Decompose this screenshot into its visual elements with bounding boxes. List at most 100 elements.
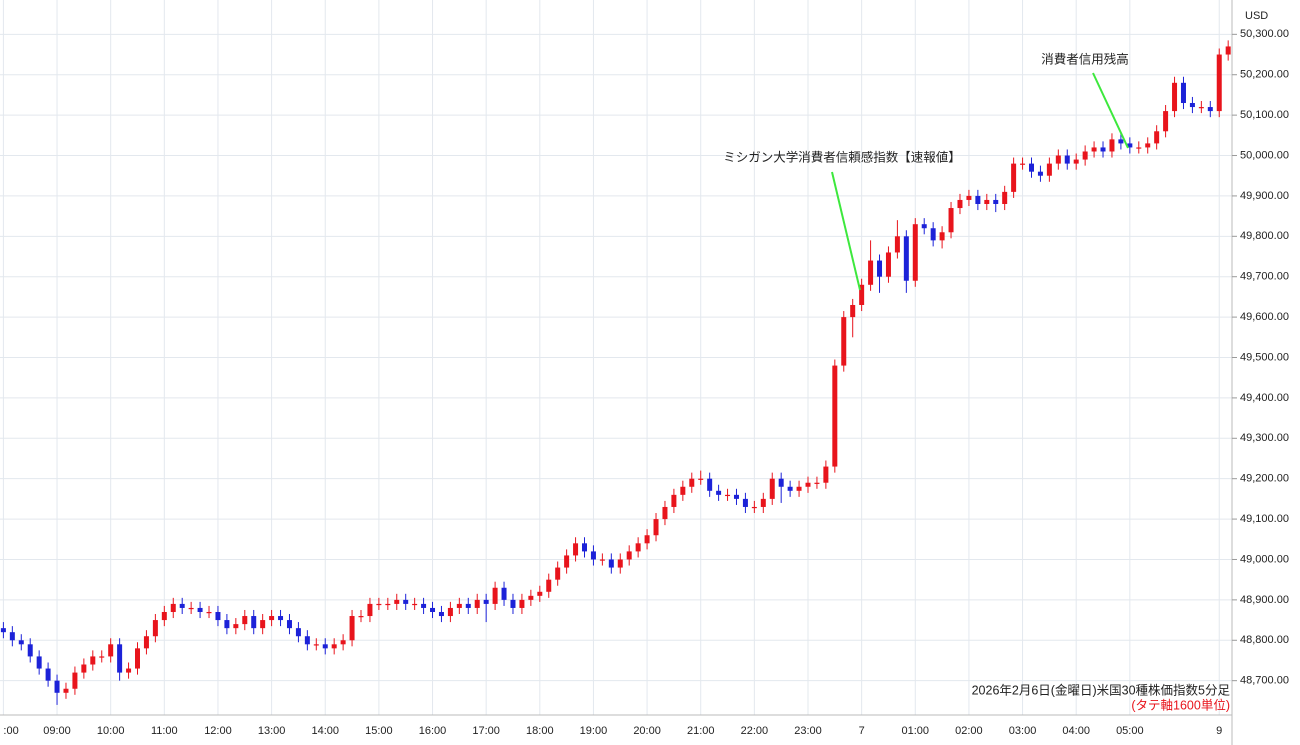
candle-body [18,640,24,645]
candle-body [233,624,239,629]
y-tick-label: 49,200.00 [1240,473,1289,485]
candle-body [1180,82,1186,104]
annotation-pointer [831,171,861,291]
candle-body [1172,82,1178,112]
x-tick-label: 15:00 [365,725,393,737]
candle-body [170,603,176,612]
candle-body [430,607,436,612]
candle-body [1109,139,1115,152]
candle-body [644,535,650,544]
x-tick-label: 7 [859,725,865,737]
candle-body [921,224,927,229]
candle-body [653,519,659,536]
y-tick-label: 50,100.00 [1240,109,1289,121]
candle-body [1154,131,1160,144]
candle-body [510,599,516,608]
candle-body [224,620,230,629]
candle-body [1225,46,1231,55]
candle-body [403,599,409,604]
candle-body [1020,163,1026,165]
x-tick-label: 17:00 [472,725,500,737]
candle-body [36,656,42,669]
candle-body [769,478,775,499]
candle-body [90,656,96,665]
candle-body [814,482,820,484]
candle-body [0,628,6,633]
candle-body [957,199,963,209]
y-tick-label: 48,700.00 [1240,675,1289,687]
candle-body [54,680,60,693]
candle-body [206,611,212,614]
candle-body [161,611,167,621]
candle-body [188,607,194,610]
candle-body [1082,151,1088,160]
candle-body [1189,103,1195,108]
candle-body [778,478,784,487]
x-tick-label: 16:00 [419,725,447,737]
candle-body [912,224,918,281]
candle-body [582,543,587,552]
candle-body [635,543,641,552]
candle-body [1163,111,1169,132]
candle-body [1029,163,1034,172]
candle-body [698,478,704,480]
candle-body [1118,139,1124,144]
candle-body [823,466,829,483]
candle-body [501,587,507,600]
candle-body [894,236,900,253]
candle-body [537,591,543,596]
candle-body [689,478,695,487]
candle-body [385,603,391,606]
candle-body [340,640,346,645]
candle-body [331,644,337,649]
candle-body [465,603,471,608]
candle-body [376,603,382,606]
y-tick-label: 49,000.00 [1240,553,1289,565]
x-tick-label: 14:00 [311,725,339,737]
candle-body [742,498,748,507]
candle-body [948,208,954,233]
candle-body [608,559,614,568]
x-tick-label: 20:00 [633,725,661,737]
candle-body [859,284,865,305]
candle-body [671,494,677,507]
candle-body [1198,107,1204,109]
x-tick-label: 04:00 [1062,725,1090,737]
candle-body [885,252,891,277]
x-tick-label: 05:00 [1116,725,1144,737]
candle-body [474,599,480,608]
x-tick-label: :00 [3,725,18,737]
x-tick-label: 03:00 [1009,725,1037,737]
y-tick-label: 49,600.00 [1240,311,1289,323]
candle-body [787,486,793,491]
y-tick-label: 48,900.00 [1240,594,1289,606]
grid [0,0,1232,715]
candle-body [903,236,909,281]
y-tick-label: 48,800.00 [1240,634,1289,646]
candle-body [295,628,301,637]
candle-body [269,616,275,621]
x-tick-label: 18:00 [526,725,554,737]
candle-body [590,551,596,560]
candle-body [1091,147,1097,152]
candle-body [1207,107,1213,112]
candle-body [716,490,722,495]
candle-body [1064,155,1070,164]
candle-body [126,668,132,673]
candle-body [438,611,444,617]
candle-body [617,559,623,568]
candle-body [1216,54,1222,112]
candle-body [626,551,632,560]
y-tick-label: 49,800.00 [1240,230,1289,242]
y-tick-label: 49,400.00 [1240,392,1289,404]
x-tick-label: 02:00 [955,725,983,737]
annotation-pointer [1092,72,1129,149]
candle-body [1136,147,1142,149]
candle-body [492,587,498,604]
candle-body [135,648,140,669]
candle-body [278,616,284,621]
candle-body [152,620,158,637]
candle-body [349,616,355,641]
candle-body [850,304,856,318]
